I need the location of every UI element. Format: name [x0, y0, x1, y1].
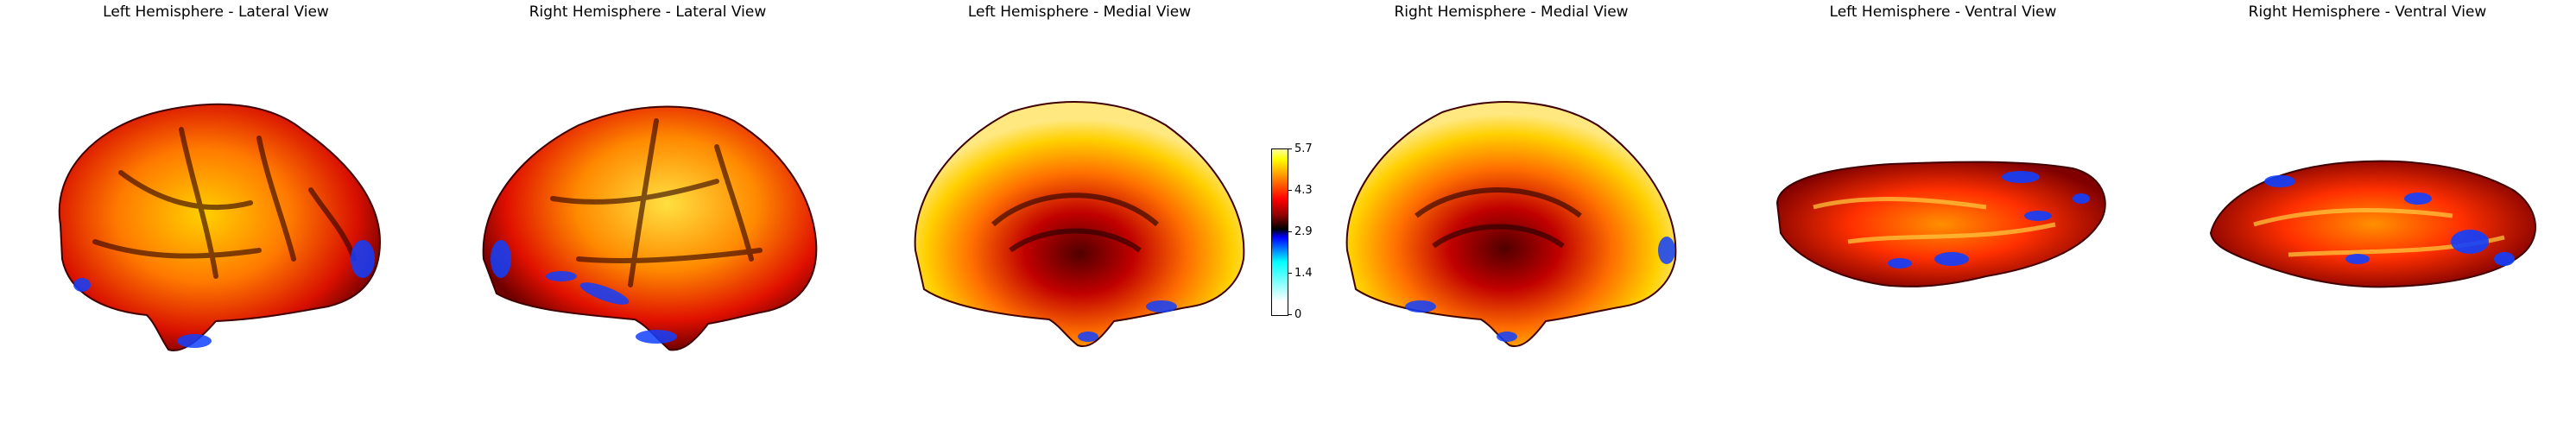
colorbar-tick-label: 2.9: [1294, 225, 1313, 238]
panel-title: Left Hemisphere - Ventral View: [1829, 3, 2057, 21]
brain-surface-rh-lateral: [482, 105, 818, 351]
colorbar-gradient: [1271, 148, 1288, 316]
panel-rh-ventral: Right Hemisphere - Ventral View: [2159, 0, 2576, 442]
panel-title: Left Hemisphere - Medial View: [967, 3, 1192, 21]
colorbar-tick-label: 4.3: [1294, 184, 1313, 197]
colorbar-tick-label: 1.4: [1294, 267, 1313, 280]
colorbar-tick: [1288, 190, 1292, 191]
panel-lh-lateral: Left Hemisphere - Lateral View: [0, 0, 432, 442]
brain-surface-rh-medial: [1345, 101, 1677, 348]
panel-rh-medial: Right Hemisphere - Medial View: [1295, 0, 1727, 442]
panel-lh-medial: Left Hemisphere - Medial View: [864, 0, 1295, 442]
brain-surface-lh-ventral: [1775, 161, 2106, 287]
panel-title: Right Hemisphere - Medial View: [1394, 3, 1629, 21]
colorbar-tick: [1288, 273, 1292, 274]
colorbar-tick: [1288, 314, 1292, 315]
colorbar-tick: [1288, 148, 1292, 149]
brain-surface-lh-medial: [914, 101, 1245, 348]
panel-title: Right Hemisphere - Lateral View: [528, 3, 767, 21]
brain-surface-lh-lateral: [58, 103, 382, 351]
colorbar-tick-label: 0: [1294, 308, 1302, 321]
panel-title: Right Hemisphere - Ventral View: [2248, 3, 2487, 21]
panel-lh-ventral: Left Hemisphere - Ventral View: [1727, 0, 2159, 442]
colorbar-tick: [1288, 231, 1292, 232]
colorbar-tick-label: 5.7: [1294, 142, 1313, 155]
brain-surface-rh-ventral: [2209, 160, 2536, 288]
colorbar: 5.7 4.3 2.9 1.4 0: [1271, 143, 1314, 321]
panel-title: Left Hemisphere - Lateral View: [103, 3, 329, 21]
panel-rh-lateral: Right Hemisphere - Lateral View: [432, 0, 864, 442]
